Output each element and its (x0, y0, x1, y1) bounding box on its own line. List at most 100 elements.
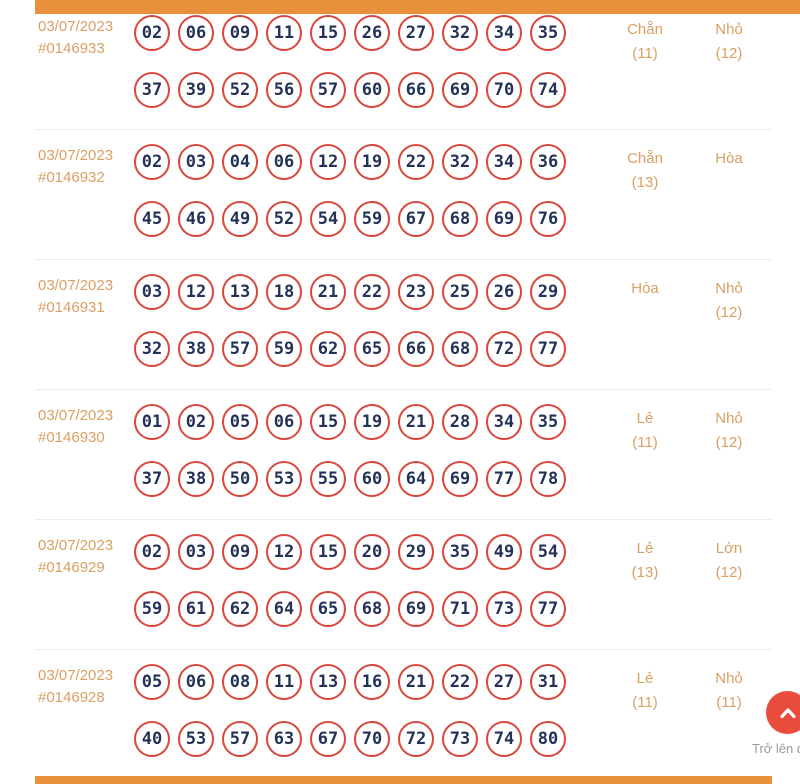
numbers-line-2: 37 39 52 56 57 60 66 69 70 74 (134, 72, 566, 108)
numbers-line-2: 40 53 57 63 67 70 72 73 74 80 (134, 721, 566, 757)
parity-count: (11) (632, 434, 658, 451)
parity-result: Chẵn (627, 150, 663, 167)
keno-number-ball: 04 (222, 144, 258, 180)
parity-result-column: Chẵn (13) (603, 147, 687, 195)
keno-number-ball: 22 (354, 274, 390, 310)
keno-number-ball: 74 (530, 72, 566, 108)
bigsmall-count: (12) (715, 434, 743, 451)
parity-result: Lẻ (636, 670, 654, 687)
draw-date: 03/07/2023 (38, 537, 114, 554)
keno-number-ball: 21 (398, 404, 434, 440)
row-divider (35, 259, 772, 260)
bigsmall-count: (12) (715, 564, 743, 581)
keno-number-ball: 69 (442, 461, 478, 497)
keno-number-ball: 12 (178, 274, 214, 310)
keno-number-ball: 60 (354, 461, 390, 497)
keno-number-ball: 18 (266, 274, 302, 310)
keno-number-ball: 78 (530, 461, 566, 497)
keno-number-ball: 31 (530, 664, 566, 700)
keno-number-ball: 65 (310, 591, 346, 627)
keno-number-ball: 32 (442, 144, 478, 180)
keno-number-ball: 40 (134, 721, 170, 757)
keno-number-ball: 22 (398, 144, 434, 180)
keno-number-ball: 64 (266, 591, 302, 627)
keno-number-ball: 02 (178, 404, 214, 440)
chevron-up-icon (779, 706, 797, 720)
bigsmall-result: Nhỏ (715, 670, 743, 687)
keno-number-ball: 05 (222, 404, 258, 440)
keno-number-ball: 52 (222, 72, 258, 108)
parity-count: (13) (631, 564, 659, 581)
keno-number-ball: 12 (266, 534, 302, 570)
keno-number-ball: 25 (442, 274, 478, 310)
parity-count: (11) (632, 694, 658, 711)
keno-number-ball: 26 (486, 274, 522, 310)
keno-number-ball: 34 (486, 144, 522, 180)
row-divider (35, 389, 772, 390)
draw-info: 03/07/2023 #0146929 (38, 535, 113, 579)
keno-number-ball: 08 (222, 664, 258, 700)
numbers-line-1: 05 06 08 11 13 16 21 22 27 31 (134, 664, 566, 700)
keno-number-ball: 77 (530, 591, 566, 627)
keno-number-ball: 35 (530, 15, 566, 51)
keno-number-ball: 02 (134, 15, 170, 51)
keno-number-ball: 71 (442, 591, 478, 627)
scroll-to-top-label[interactable]: Trở lên đ (752, 741, 800, 756)
draw-id: #0146932 (38, 169, 105, 186)
keno-number-ball: 02 (134, 144, 170, 180)
numbers-line-1: 01 02 05 06 15 19 21 28 34 35 (134, 404, 566, 440)
keno-number-ball: 69 (486, 201, 522, 237)
keno-number-ball: 01 (134, 404, 170, 440)
keno-number-ball: 57 (310, 72, 346, 108)
draw-id: #0146928 (38, 689, 105, 706)
keno-number-ball: 66 (398, 72, 434, 108)
draw-row: 03/07/2023 #0146928 05 06 08 11 13 16 21 22 27 31… (0, 649, 800, 776)
keno-number-ball: 26 (354, 15, 390, 51)
keno-number-ball: 03 (134, 274, 170, 310)
draw-id: #0146931 (38, 299, 105, 316)
draw-row: 03/07/2023 #0146931 03 12 13 18 21 22 23 25 26 29… (0, 259, 800, 389)
keno-number-ball: 21 (398, 664, 434, 700)
draw-id: #0146930 (38, 429, 105, 446)
keno-number-ball: 72 (398, 721, 434, 757)
keno-number-ball: 53 (266, 461, 302, 497)
parity-result: Lẻ (636, 410, 654, 427)
keno-number-ball: 37 (134, 461, 170, 497)
draw-date: 03/07/2023 (38, 667, 114, 684)
keno-number-ball: 32 (442, 15, 478, 51)
bigsmall-result-column: Nhỏ (12) (687, 18, 771, 66)
draw-info: 03/07/2023 #0146931 (38, 275, 113, 319)
draw-row: 03/07/2023 #0146932 02 03 04 06 12 19 22 32 34 36… (0, 129, 800, 259)
keno-number-ball: 59 (266, 331, 302, 367)
parity-result: Chẵn (627, 21, 663, 38)
keno-number-ball: 09 (222, 534, 258, 570)
keno-number-ball: 65 (354, 331, 390, 367)
bigsmall-result: Lớn (715, 540, 743, 557)
numbers-line-1: 02 03 09 12 15 20 29 35 49 54 (134, 534, 566, 570)
keno-number-ball: 29 (398, 534, 434, 570)
keno-number-ball: 77 (486, 461, 522, 497)
keno-number-ball: 34 (486, 15, 522, 51)
keno-number-ball: 62 (310, 331, 346, 367)
keno-number-ball: 70 (486, 72, 522, 108)
bigsmall-count: (12) (715, 304, 743, 321)
keno-number-ball: 02 (134, 534, 170, 570)
bigsmall-result-column: Nhỏ (12) (687, 407, 771, 455)
keno-number-ball: 22 (442, 664, 478, 700)
next-section-bar (35, 776, 772, 784)
draw-info: 03/07/2023 #0146932 (38, 145, 113, 189)
keno-number-ball: 34 (486, 404, 522, 440)
numbers-line-2: 32 38 57 59 62 65 66 68 72 77 (134, 331, 566, 367)
keno-number-ball: 60 (354, 72, 390, 108)
parity-count: (13) (631, 174, 659, 191)
keno-number-ball: 11 (266, 664, 302, 700)
keno-number-ball: 36 (530, 144, 566, 180)
keno-number-ball: 29 (530, 274, 566, 310)
keno-number-ball: 57 (222, 721, 258, 757)
draw-row: 03/07/2023 #0146929 02 03 09 12 15 20 29 35 49 54… (0, 519, 800, 649)
bigsmall-result: Nhỏ (715, 21, 743, 38)
keno-number-ball: 27 (486, 664, 522, 700)
draw-date: 03/07/2023 (38, 18, 114, 35)
scroll-to-top-button[interactable] (766, 691, 800, 734)
keno-number-ball: 73 (486, 591, 522, 627)
